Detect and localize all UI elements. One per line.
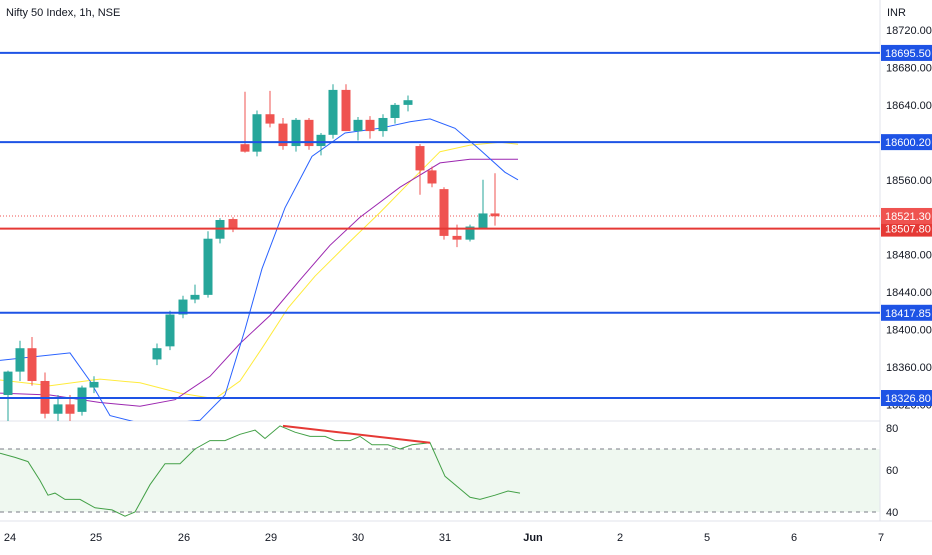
time-tick-label: 26 <box>178 532 190 544</box>
ma-blue-line <box>0 118 519 421</box>
price-tick-label: 18480.00 <box>886 250 932 262</box>
rsi-line <box>0 425 521 517</box>
candle-body <box>278 123 288 147</box>
candle-body <box>252 114 262 152</box>
level-price-tag <box>881 220 932 237</box>
chart-title: Nifty 50 Index, 1h, NSE <box>6 7 121 19</box>
candle-body <box>228 219 238 230</box>
candle-body <box>439 189 449 236</box>
candle-body <box>291 119 301 147</box>
candle-body <box>478 213 488 229</box>
divergence-line[interactable] <box>282 424 431 444</box>
rsi-tick-label: 80 <box>886 423 898 435</box>
candle-body <box>203 238 213 295</box>
candle-body <box>152 348 162 360</box>
candle-body <box>378 117 388 132</box>
candle-body <box>15 348 25 372</box>
candle-body <box>353 119 363 132</box>
candle-body <box>53 404 63 414</box>
candle-body <box>190 294 200 300</box>
time-tick-label: 6 <box>791 532 797 544</box>
price-tick-label: 18680.00 <box>886 62 932 74</box>
price-tick-label: 18400.00 <box>886 325 932 337</box>
candle-body <box>328 89 338 135</box>
rsi-tick-label: 60 <box>886 465 898 477</box>
candle-body <box>27 348 37 381</box>
candle-body <box>415 146 425 171</box>
level-price-tag <box>881 390 932 407</box>
level-price-tag <box>881 304 932 321</box>
price-tick-label: 18640.00 <box>886 100 932 112</box>
candle-body <box>240 144 250 152</box>
price-tick-label: 18720.00 <box>886 25 932 37</box>
candle-body <box>265 114 275 124</box>
ma-yellow-line <box>0 141 519 400</box>
candle-body <box>465 226 475 240</box>
level-price-label: 18695.50 <box>885 48 931 60</box>
candles-group <box>3 84 500 421</box>
candle-body <box>341 89 351 132</box>
level-price-tag <box>881 44 932 61</box>
time-tick-label: 2 <box>617 532 623 544</box>
level-price-label: 18326.80 <box>885 393 931 405</box>
level-price-label: 18600.20 <box>885 137 931 149</box>
candle-body <box>365 119 375 132</box>
time-tick-label: 7 <box>878 532 884 544</box>
time-tick-label: 29 <box>265 532 277 544</box>
candle-body <box>427 170 437 184</box>
level-price-label: 18417.85 <box>885 308 931 320</box>
candle-body <box>390 104 400 118</box>
candle-body <box>490 213 500 217</box>
candle-body <box>178 299 188 315</box>
candle-body <box>165 314 175 347</box>
last-price-tag <box>881 207 932 224</box>
candle-body <box>3 371 13 396</box>
level-price-tag <box>881 134 932 151</box>
candle-body <box>77 387 87 412</box>
time-tick-label: 25 <box>90 532 102 544</box>
candle-body <box>403 100 413 105</box>
candle-body <box>316 134 326 147</box>
candle-body <box>89 381 99 388</box>
ma-purple-line <box>0 158 518 407</box>
candle-body <box>452 235 462 240</box>
candle-body <box>304 119 314 147</box>
time-tick-label: 31 <box>439 532 451 544</box>
rsi-tick-label: 40 <box>886 507 898 519</box>
candle-body <box>65 404 75 414</box>
last-price-label: 18521.30 <box>885 211 931 223</box>
price-tick-label: 18440.00 <box>886 287 932 299</box>
level-price-label: 18507.80 <box>885 224 931 236</box>
rsi-band <box>0 449 880 512</box>
time-tick-label: 5 <box>704 532 710 544</box>
price-tick-label: 18560.00 <box>886 175 932 187</box>
time-tick-label: Jun <box>523 532 543 544</box>
time-tick-label: 30 <box>352 532 364 544</box>
price-tick-label: 18360.00 <box>886 362 932 374</box>
time-tick-label: 24 <box>4 532 16 544</box>
currency-label: INR <box>887 7 906 19</box>
